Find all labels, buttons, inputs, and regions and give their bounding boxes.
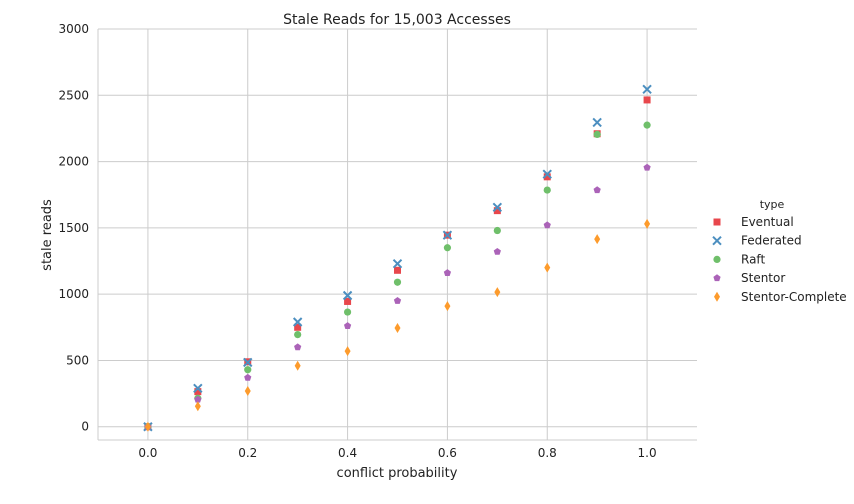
stentor-point xyxy=(593,186,601,194)
chart-title: Stale Reads for 15,003 Accesses xyxy=(283,12,511,28)
stentor-complete-point xyxy=(594,234,601,245)
stentor-complete-point xyxy=(294,360,301,371)
legend-label-stentor: Stentor xyxy=(741,271,785,285)
federated-point xyxy=(243,357,253,368)
federated-point xyxy=(592,117,602,128)
legend-marker-eventual xyxy=(713,218,721,226)
x-tick-label: 0.8 xyxy=(538,446,557,460)
y-tick-label: 2000 xyxy=(58,155,89,169)
federated-point xyxy=(392,258,403,269)
y-tick-label: 1000 xyxy=(58,287,89,301)
federated-point xyxy=(292,317,303,327)
stentor-point xyxy=(194,395,202,403)
x-tick-label: 0.2 xyxy=(238,446,257,460)
y-tick-label: 2500 xyxy=(58,88,89,102)
eventual-point xyxy=(194,388,202,396)
eventual-point xyxy=(344,297,352,305)
raft-point xyxy=(343,308,352,316)
raft-point xyxy=(493,226,501,235)
y-tick-label: 3000 xyxy=(58,22,89,36)
y-tick-labels: 0 500 1000 1500 2000 2500 3000 xyxy=(58,22,89,434)
y-tick-label: 500 xyxy=(66,353,89,367)
stentor-complete-point xyxy=(494,287,501,298)
stentor-complete-point xyxy=(344,346,351,357)
eventual-point xyxy=(543,173,551,181)
x-axis-label: conflict probability xyxy=(337,466,458,481)
federated-point xyxy=(492,202,503,213)
raft-point xyxy=(393,278,402,286)
federated-point xyxy=(342,290,353,301)
stentor-point xyxy=(443,269,452,277)
stentor-complete-point xyxy=(394,322,401,333)
legend-label-stentor-complete: Stentor-Complete xyxy=(741,290,847,304)
x-tick-label: 0.4 xyxy=(338,446,357,460)
eventual-point xyxy=(294,323,302,331)
legend-title: type xyxy=(760,198,785,211)
federated-point xyxy=(193,383,203,394)
stentor-point xyxy=(543,221,551,229)
legend-label-raft: Raft xyxy=(741,252,765,266)
x-tick-label: 0.0 xyxy=(138,446,157,460)
y-tick-label: 0 xyxy=(81,420,89,434)
eventual-point xyxy=(394,266,401,274)
stentor-complete-point xyxy=(244,385,251,396)
federated-point xyxy=(542,169,552,179)
raft-point xyxy=(643,121,651,129)
x-tick-labels: 0.0 0.2 0.4 0.6 0.8 1.0 xyxy=(138,446,656,460)
legend-marker-stentor xyxy=(713,274,721,282)
legend-label-eventual: Eventual xyxy=(741,215,794,229)
axes xyxy=(97,29,697,441)
federated-point xyxy=(642,84,652,95)
legend-label-federated: Federated xyxy=(741,234,802,248)
y-tick-label: 1500 xyxy=(58,221,89,235)
legend-marker-stentor-complete xyxy=(714,291,720,302)
legend-marker-raft xyxy=(713,255,721,263)
eventual-point xyxy=(493,207,501,215)
stentor-point xyxy=(493,247,501,255)
stentor-point xyxy=(643,163,651,171)
data-points xyxy=(143,84,652,432)
stentor-complete-point xyxy=(544,262,551,273)
legend-marker-federated xyxy=(712,235,722,246)
stentor-point xyxy=(343,322,352,330)
x-tick-label: 1.0 xyxy=(638,446,657,460)
federated-point xyxy=(442,230,453,240)
y-axis-label: stale reads xyxy=(40,199,55,271)
raft-point xyxy=(294,330,302,339)
grid xyxy=(98,28,697,440)
stentor-complete-point xyxy=(144,421,151,432)
stentor-point xyxy=(393,296,402,304)
raft-point xyxy=(244,366,252,374)
stentor-complete-point xyxy=(444,301,451,312)
stentor-complete-point xyxy=(194,401,201,412)
legend: type Eventual Federated Raft Stentor Stentor… xyxy=(712,198,847,304)
raft-point xyxy=(443,244,452,252)
stentor-point xyxy=(294,343,302,351)
eventual-point xyxy=(643,96,651,104)
raft-point xyxy=(543,186,551,194)
stentor-complete-point xyxy=(644,218,651,229)
x-tick-label: 0.6 xyxy=(438,446,457,460)
stentor-point xyxy=(244,373,252,381)
raft-point xyxy=(593,130,601,139)
